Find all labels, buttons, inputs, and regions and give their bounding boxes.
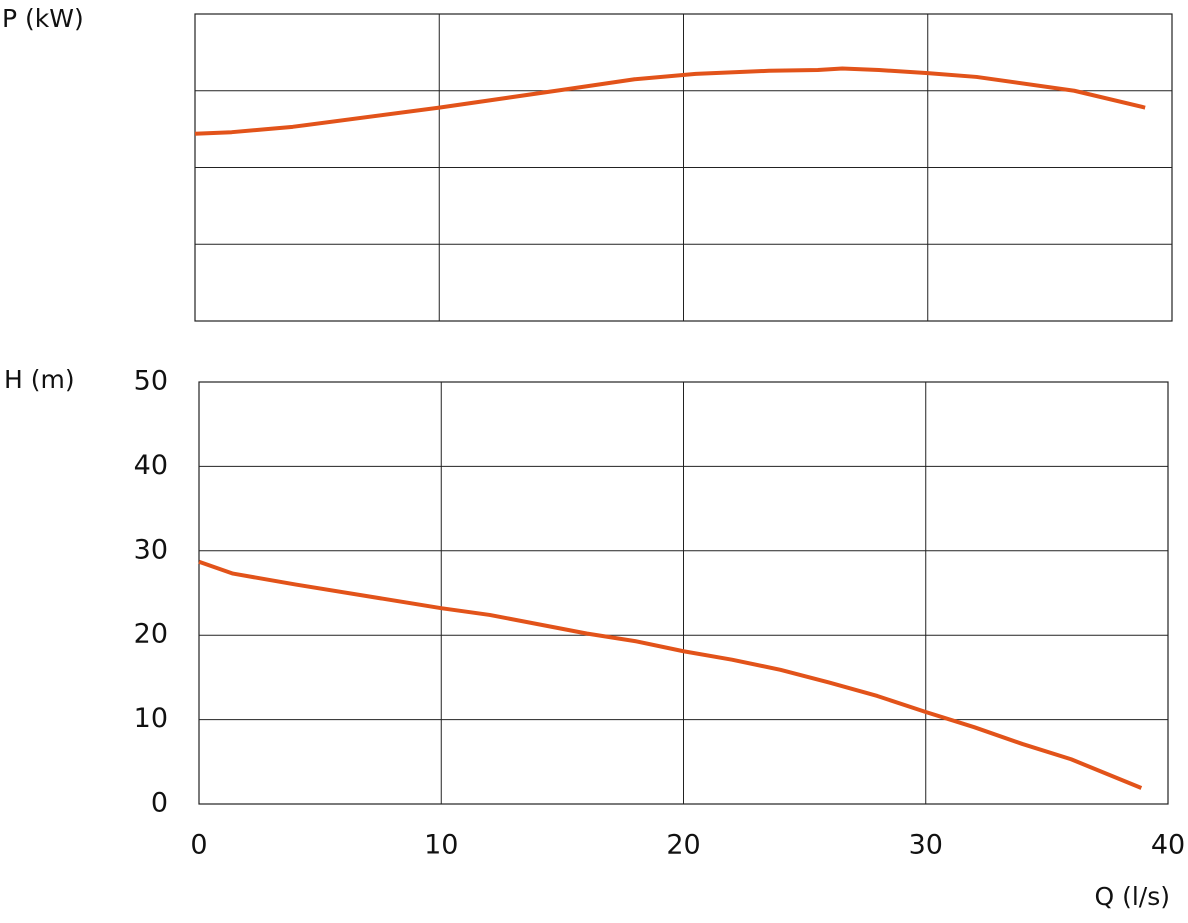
plot-frame <box>194 13 1173 322</box>
x-tick-label: 20 <box>666 830 700 861</box>
y-tick-label: 0 <box>151 788 168 819</box>
y-tick-label: 10 <box>134 703 168 734</box>
x-tick-label: 10 <box>424 830 458 861</box>
x-tick-label: 30 <box>909 830 943 861</box>
y-tick-label: 40 <box>134 450 168 481</box>
data-line <box>198 559 1143 790</box>
y-tick-label: 20 <box>134 619 168 650</box>
plot-frame <box>198 381 1169 805</box>
data-line <box>194 66 1146 136</box>
x-tick-label: 0 <box>190 830 207 861</box>
y-tick-label: 30 <box>134 534 168 565</box>
x-axis-title: Q (l/s) <box>1094 882 1170 911</box>
y-axis-title: H (m) <box>4 365 75 394</box>
x-tick-label: 40 <box>1151 830 1185 861</box>
y-tick-label: 50 <box>134 366 168 397</box>
y-axis-title: P (kW) <box>2 4 84 33</box>
